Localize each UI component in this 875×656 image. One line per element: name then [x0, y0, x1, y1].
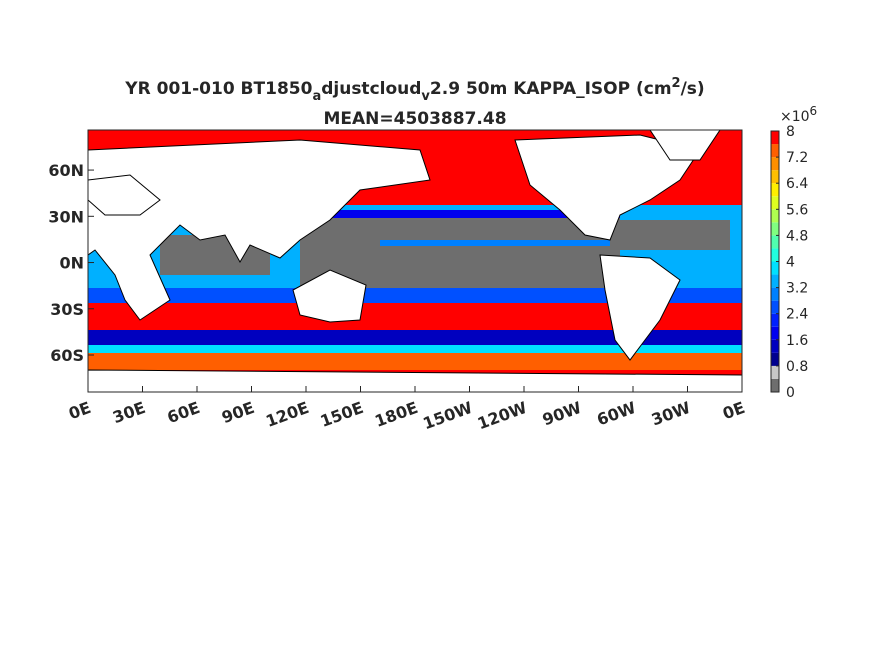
colorbar-tick-label: 4: [786, 255, 795, 271]
subtitle: MEAN=4503887.48: [323, 109, 506, 129]
colorbar-swatch: [771, 209, 779, 223]
colorbar-tick-label: 5.6: [786, 202, 808, 218]
colorbar-swatch: [771, 248, 779, 262]
title-part: YR 001-010 BT1850: [124, 79, 312, 99]
colorbar-swatch: [771, 157, 779, 171]
colorbar-swatch: [771, 365, 779, 379]
colorbar-swatch: [771, 300, 779, 314]
y-tick-label: 30N: [48, 207, 84, 226]
colorbar-swatch: [771, 274, 779, 288]
x-tick-label: 90E: [219, 398, 257, 427]
colorbar-swatch: [771, 144, 779, 158]
colorbar-exponent: ×106: [780, 104, 817, 125]
x-tick-label: 60W: [594, 398, 638, 430]
exponent-base: ×10: [780, 109, 810, 125]
colorbar-swatch: [771, 222, 779, 236]
x-tick-label: 150E: [318, 398, 366, 431]
colorbar-swatch: [771, 313, 779, 327]
title-part: djustcloud: [321, 79, 421, 99]
x-tick-label: 30E: [110, 398, 148, 427]
x-tick-label: 30W: [649, 398, 693, 430]
x-tick-label: 0E: [66, 398, 93, 423]
title-part: 2.9 50m KAPPA_ISOP (cm: [430, 79, 672, 99]
y-tick-label: 30S: [50, 300, 84, 319]
y-tick-label: 60S: [50, 346, 84, 365]
colorbar-swatch: [771, 235, 779, 249]
colorbar-swatch: [771, 339, 779, 353]
y-tick-label: 0N: [59, 254, 84, 273]
colorbar-swatch: [771, 326, 779, 340]
colorbar-swatch: [771, 131, 779, 145]
colorbar-tick-label: 1.6: [786, 333, 808, 349]
title-sup: 2: [672, 76, 681, 91]
colorbar-swatch: [771, 287, 779, 301]
colorbar-swatch: [771, 352, 779, 366]
colorbar-tick-label: 4.8: [786, 228, 808, 244]
colorbar-tick-label: 6.4: [786, 176, 808, 192]
map-field: [88, 130, 742, 392]
title-sub: v: [421, 89, 430, 104]
x-tick-label: 60E: [165, 398, 203, 427]
colorbar-swatch: [771, 378, 779, 392]
x-tick-label: 90W: [540, 398, 584, 430]
x-tick-label: 180E: [372, 398, 420, 431]
colorbar-tick-label: 0.8: [786, 359, 808, 375]
x-tick-label: 120W: [475, 398, 530, 433]
x-tick-label: 0E: [720, 398, 747, 423]
y-tick-label: 60N: [48, 161, 84, 180]
title: YR 001-010 BT1850adjustcloudv2.9 50m KAP…: [124, 76, 704, 104]
colorbar-tick-label: 0: [786, 385, 795, 401]
title-sub: a: [312, 89, 321, 104]
colorbar-tick-label: 2.4: [786, 307, 808, 323]
colorbar-swatch: [771, 183, 779, 197]
colorbar-swatch: [771, 261, 779, 275]
colorbar-tick-label: 8: [786, 124, 795, 140]
colorbar-tick-label: 7.2: [786, 150, 808, 166]
exponent-power: 6: [810, 104, 818, 118]
colorbar-tick-label: 3.2: [786, 281, 808, 297]
colorbar-swatch: [771, 170, 779, 184]
x-tick-label: 120E: [263, 398, 311, 431]
title-part: /s): [681, 79, 705, 99]
colorbar-swatch: [771, 196, 779, 210]
x-tick-label: 150W: [420, 398, 475, 433]
